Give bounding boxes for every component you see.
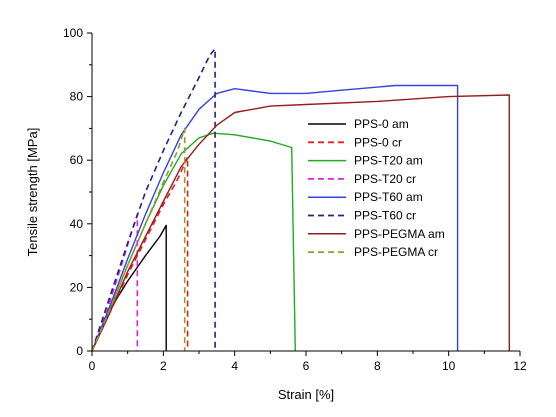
legend-label-0: PPS-0 am [354,117,409,131]
y-tick-label-2: 40 [70,217,84,231]
y-tick-label-1: 20 [70,280,84,294]
y-tick-label-3: 60 [70,153,84,167]
x-tick-label-0: 0 [89,359,96,373]
legend-label-3: PPS-T20 cr [354,172,416,186]
series-line-5 [91,48,216,352]
legend-label-1: PPS-0 cr [354,135,402,149]
axes-layer [91,33,520,352]
x-tick-label-4: 8 [374,359,381,373]
x-tick-label-2: 4 [231,359,238,373]
y-tick-label-0: 0 [76,344,83,358]
series-layer [91,48,510,352]
y-tick-label-4: 80 [70,90,84,104]
legend-label-4: PPS-T60 am [354,190,423,204]
legend-label-2: PPS-T20 am [354,154,423,168]
series-line-7 [91,127,186,352]
legend-label-6: PPS-PEGMA am [354,227,445,241]
tick-layer: 0 2 4 6 8 10 12 0 20 40 60 80 100 [63,26,527,373]
legend-label-5: PPS-T60 cr [354,209,416,223]
legend-label-7: PPS-PEGMA cr [354,245,438,259]
x-tick-label-6: 12 [513,359,527,373]
series-line-0 [91,224,167,352]
x-axis-title: Strain [%] [278,387,334,402]
x-tick-label-5: 10 [442,359,456,373]
x-tick-label-1: 2 [160,359,167,373]
series-line-2 [91,132,296,352]
legend: PPS-0 am PPS-0 cr PPS-T20 am PPS-T20 cr PPS-… [308,117,445,259]
series-line-6 [91,94,510,352]
series-line-1 [91,156,189,352]
x-tick-label-3: 6 [303,359,310,373]
y-tick-label-5: 100 [63,26,83,40]
series-line-4 [91,84,459,352]
y-axis-title: Tensile strength [MPa] [25,128,40,257]
